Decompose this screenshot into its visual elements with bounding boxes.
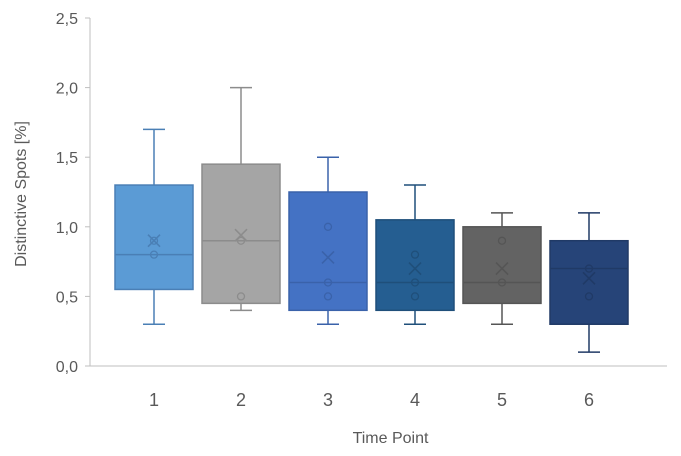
data-point	[584, 264, 594, 273]
box-6	[549, 212, 629, 353]
data-point	[236, 236, 246, 245]
y-axis-title: Distinctive Spots [%]	[13, 121, 30, 267]
mean-marker-stroke	[234, 228, 248, 242]
box-5	[462, 212, 542, 325]
y-tick-label: 1,0	[56, 220, 78, 237]
data-point	[584, 292, 594, 301]
data-point	[410, 292, 420, 301]
mean-marker-stroke	[582, 271, 596, 285]
mean-marker-stroke	[321, 250, 335, 264]
mean-marker-stroke	[495, 261, 509, 276]
mean-marker	[408, 261, 422, 276]
mean-marker	[147, 234, 161, 248]
data-point	[149, 250, 159, 259]
x-axis-tick-labels: 1 2 3 4 5 6	[149, 390, 594, 410]
x-tick-label: 5	[497, 390, 507, 410]
mean-marker-stroke	[147, 234, 161, 248]
data-point	[323, 222, 333, 231]
box-1	[114, 128, 194, 325]
x-tick-label: 4	[410, 390, 420, 410]
mean-marker	[234, 228, 248, 242]
box-3	[288, 156, 368, 325]
data-point	[323, 278, 333, 287]
x-tick-label: 6	[584, 390, 594, 410]
y-tick-label: 1,5	[56, 150, 78, 167]
iqr-box	[375, 219, 455, 312]
data-point	[497, 278, 507, 287]
mean-marker	[495, 261, 509, 276]
mean-marker	[582, 271, 596, 285]
data-point	[410, 278, 420, 287]
iqr-box	[201, 163, 281, 305]
box-4	[375, 184, 455, 325]
x-tick-label: 1	[149, 390, 159, 410]
y-tick-label: 0,5	[56, 289, 78, 306]
mean-marker-stroke	[408, 261, 422, 276]
x-tick-label: 2	[236, 390, 246, 410]
y-tick-label: 2,5	[56, 11, 78, 28]
iqr-box	[462, 226, 542, 305]
data-point	[323, 292, 333, 301]
x-tick-label: 3	[323, 390, 333, 410]
data-point	[410, 250, 420, 259]
data-point	[149, 236, 159, 245]
y-axis-tick-labels: 0,0 0,5 1,0 1,5 2,0 2,5	[56, 11, 90, 376]
data-point	[497, 236, 507, 245]
x-axis-title: Time Point	[353, 430, 429, 447]
iqr-box	[549, 239, 629, 325]
data-point	[236, 292, 246, 301]
iqr-box	[288, 191, 368, 312]
box-plot-series	[114, 86, 629, 353]
mean-marker	[321, 250, 335, 264]
box-2	[201, 86, 281, 312]
y-tick-label: 2,0	[56, 81, 78, 98]
y-tick-label: 0,0	[56, 359, 78, 376]
